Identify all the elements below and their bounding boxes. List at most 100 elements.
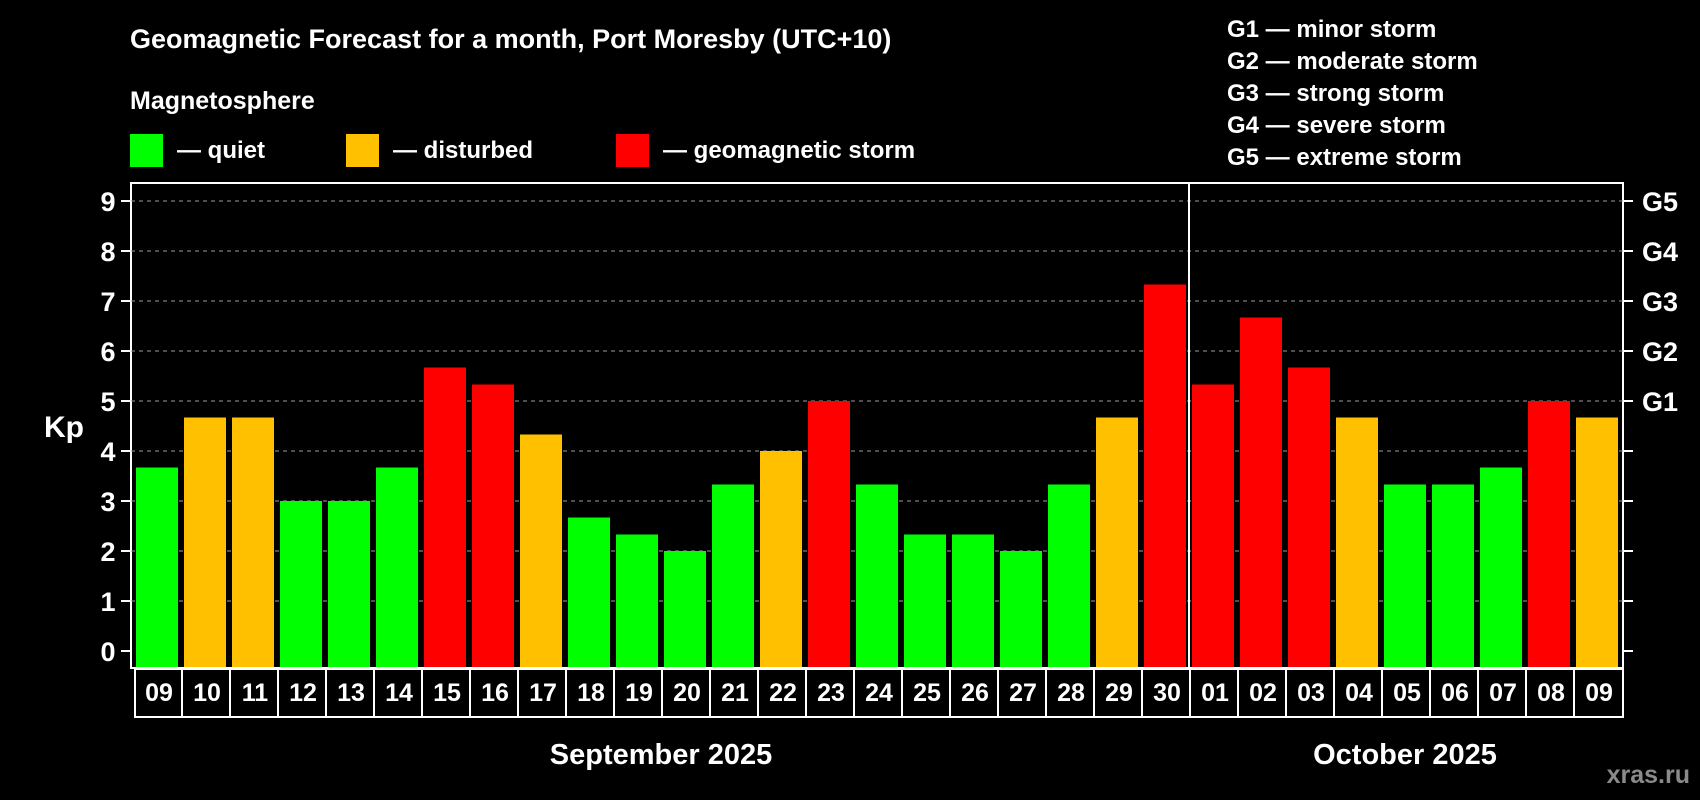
day-label: 08 [1537, 679, 1565, 707]
bar-13-4 [328, 501, 370, 667]
bar-16-7 [472, 384, 514, 667]
legend-disturbed: — disturbed [346, 134, 533, 167]
day-labels: 09 10 11 12 13 14 15 16 17 18 19 20 21 22 23 24 25 26 27 28… [145, 669, 1613, 717]
bar-25-16 [904, 534, 946, 667]
bar-05-26 [1384, 484, 1426, 667]
legend-storm-swatch [616, 134, 649, 167]
y-tick-label: 5 [100, 387, 115, 417]
day-label: 25 [913, 679, 941, 707]
bars [136, 284, 1618, 667]
day-label: 16 [481, 679, 509, 707]
bar-29-20 [1096, 417, 1138, 667]
watermark: xras.ru [1607, 761, 1690, 789]
bar-28-19 [1048, 484, 1090, 667]
day-label: 29 [1105, 679, 1133, 707]
bar-24-15 [856, 484, 898, 667]
legend-storm-label: — geomagnetic storm [663, 137, 915, 164]
day-label: 01 [1201, 679, 1229, 707]
axes: 0 1 2 3 4 5 6 7 8 9 G1 G2 G3 G4 G5 [100, 183, 1678, 668]
y-tick-label: 1 [100, 587, 115, 617]
bar-04-25 [1336, 417, 1378, 667]
bar-23-14 [808, 401, 850, 667]
day-label: 10 [193, 679, 221, 707]
bar-08-29 [1528, 401, 1570, 667]
bar-09-0 [136, 467, 178, 667]
storm-scale-g1: G1 — minor storm [1227, 16, 1436, 43]
day-label: 05 [1393, 679, 1421, 707]
day-label: 04 [1345, 679, 1373, 707]
bar-17-8 [520, 434, 562, 667]
y-tick-label: 8 [100, 237, 115, 267]
day-label: 09 [145, 679, 173, 707]
bar-07-28 [1480, 467, 1522, 667]
day-label: 26 [961, 679, 989, 707]
day-label: 30 [1153, 679, 1181, 707]
storm-scale-g2: G2 — moderate storm [1227, 48, 1478, 75]
bar-12-3 [280, 501, 322, 667]
day-label: 23 [817, 679, 845, 707]
legend-disturbed-swatch [346, 134, 379, 167]
day-label: 20 [673, 679, 701, 707]
legend-quiet: — quiet [130, 134, 265, 167]
day-label: 24 [865, 679, 893, 707]
bar-26-17 [952, 534, 994, 667]
y-tick-label: 7 [100, 287, 115, 317]
bar-15-6 [424, 367, 466, 667]
y-tick-label: 9 [100, 187, 115, 217]
y-tick-label: 0 [100, 637, 115, 667]
storm-level-label-g1: G1 [1642, 387, 1678, 417]
day-label: 17 [529, 679, 557, 707]
day-label: 13 [337, 679, 365, 707]
day-label: 28 [1057, 679, 1085, 707]
bar-19-10 [616, 534, 658, 667]
storm-scale-legend: G1 — minor storm G2 — moderate storm G3 … [1227, 16, 1478, 171]
y-tick-label: 2 [100, 537, 115, 567]
storm-level-label-g3: G3 [1642, 287, 1678, 317]
y-axis-label: Kp [44, 411, 84, 444]
storm-level-label-g4: G4 [1642, 237, 1678, 267]
day-labels-box [134, 668, 1624, 718]
day-label: 27 [1009, 679, 1037, 707]
day-label: 11 [242, 679, 269, 707]
bar-06-27 [1432, 484, 1474, 667]
legend-heading: Magnetosphere [130, 87, 315, 115]
storm-level-label-g2: G2 [1642, 337, 1678, 367]
storm-scale-g4: G4 — severe storm [1227, 112, 1446, 139]
bar-11-2 [232, 417, 274, 667]
bar-09-30 [1576, 417, 1618, 667]
day-label: 21 [721, 679, 749, 707]
bar-22-13 [760, 451, 802, 667]
month-label-october: October 2025 [1313, 739, 1497, 771]
bar-27-18 [1000, 551, 1042, 667]
legend-storm: — geomagnetic storm [616, 134, 915, 167]
day-label: 18 [577, 679, 605, 707]
bar-18-9 [568, 517, 610, 667]
chart-title: Geomagnetic Forecast for a month, Port M… [130, 24, 891, 54]
month-label-september: September 2025 [550, 739, 772, 771]
bar-14-5 [376, 467, 418, 667]
day-label: 07 [1489, 679, 1517, 707]
storm-scale-g3: G3 — strong storm [1227, 80, 1444, 107]
y-tick-label: 6 [100, 337, 115, 367]
bar-02-23 [1240, 317, 1282, 667]
legend-disturbed-label: — disturbed [393, 137, 533, 164]
bar-03-24 [1288, 367, 1330, 667]
bar-10-1 [184, 417, 226, 667]
day-label: 14 [385, 679, 413, 707]
storm-level-label-g5: G5 [1642, 187, 1678, 217]
day-label: 22 [769, 679, 797, 707]
y-tick-label: 3 [100, 487, 115, 517]
bar-21-12 [712, 484, 754, 667]
bar-20-11 [664, 551, 706, 667]
day-label: 03 [1297, 679, 1325, 707]
legend-quiet-label: — quiet [177, 137, 265, 164]
day-label: 12 [289, 679, 317, 707]
day-label: 19 [625, 679, 653, 707]
bar-01-22 [1192, 384, 1234, 667]
legend-quiet-swatch [130, 134, 163, 167]
day-label: 06 [1441, 679, 1469, 707]
bar-30-21 [1144, 284, 1186, 667]
y-tick-label: 4 [100, 437, 115, 467]
storm-scale-g5: G5 — extreme storm [1227, 144, 1462, 171]
